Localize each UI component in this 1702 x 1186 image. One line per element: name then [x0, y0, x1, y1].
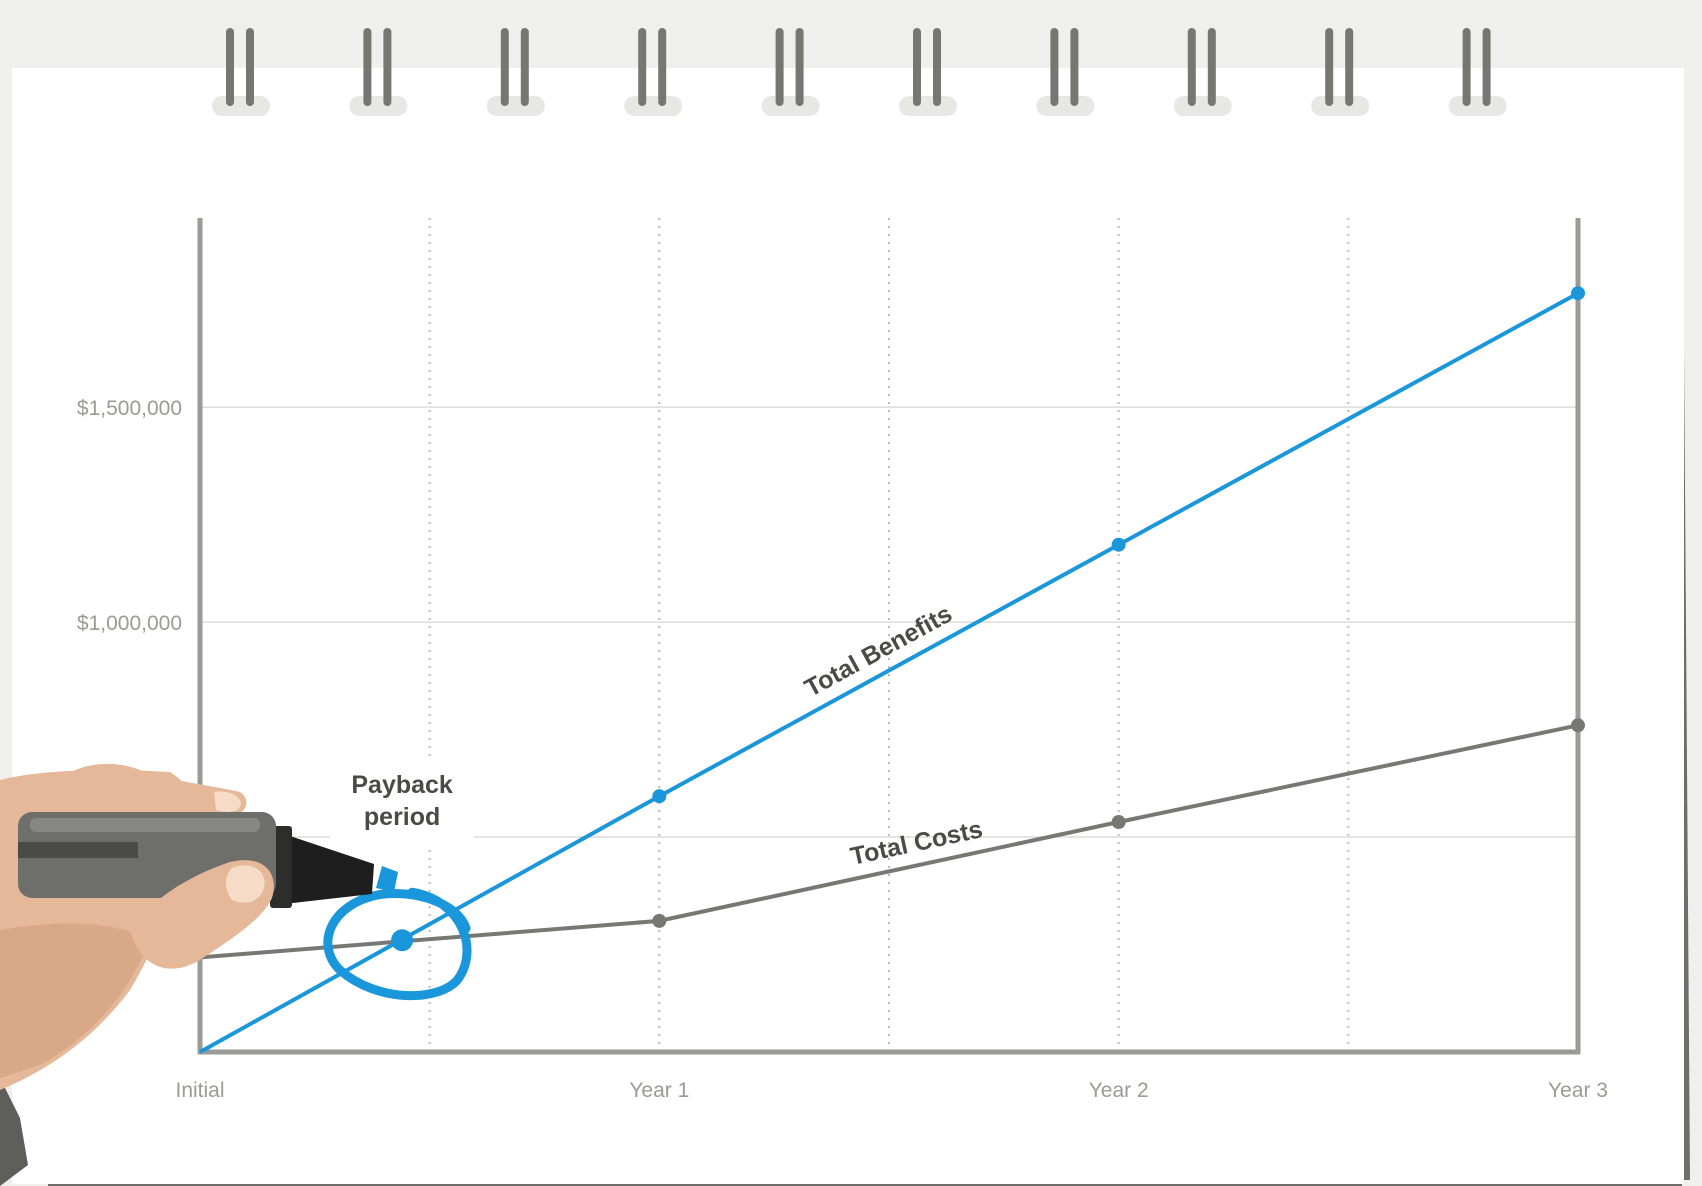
ring-hole	[899, 96, 957, 116]
ring-wire	[1345, 28, 1354, 106]
ring-wire	[1070, 28, 1079, 106]
marker-cone	[284, 834, 374, 904]
data-point	[652, 913, 667, 928]
ring-wire	[1207, 28, 1216, 106]
y-tick-label: $1,500,000	[77, 397, 182, 420]
data-point	[1571, 286, 1585, 301]
x-tick-label: Year 3	[1548, 1079, 1608, 1102]
payback-label-line1: Payback	[351, 771, 453, 799]
sleeve-shape	[0, 1078, 28, 1186]
payback-label-line2: period	[364, 803, 440, 831]
x-tick-label: Year 1	[629, 1079, 689, 1102]
series-line	[199, 723, 1579, 960]
ring-wire	[226, 28, 234, 106]
index-finger-shape	[60, 763, 247, 815]
ring-hole	[349, 96, 408, 116]
data-point	[652, 789, 667, 804]
x-tick-labels: Initial Year 1 Year 2 Year 3	[175, 1079, 1607, 1102]
hand-shadow-shape	[0, 923, 150, 1078]
data-point	[1111, 815, 1126, 830]
ring-wire	[1325, 28, 1334, 106]
ring-wire	[1482, 28, 1491, 106]
ring-wire	[363, 28, 372, 106]
series-line	[199, 291, 1579, 1054]
x-tick-label: Initial	[175, 1079, 224, 1102]
ring-hole	[761, 96, 820, 116]
y-tick-labels: $1,000,000 $1,500,000	[77, 397, 182, 635]
ring-hole	[1311, 96, 1370, 116]
ring-wire	[246, 28, 254, 106]
ring-hole	[624, 96, 683, 116]
ring-hole	[212, 96, 270, 116]
payback-label-background	[330, 760, 475, 845]
data-point	[1111, 537, 1126, 552]
ring-wire	[520, 28, 529, 106]
ring-hole	[1448, 96, 1507, 116]
ring-hole	[486, 96, 545, 116]
ring-wire	[658, 28, 667, 106]
spiral-binding	[212, 28, 1507, 116]
ring-wire	[1187, 28, 1196, 106]
payback-annotation: Payback period	[323, 760, 475, 1001]
data-point	[1571, 718, 1585, 733]
ring-hole	[1173, 96, 1232, 116]
ring-wire	[795, 28, 804, 106]
ring-wire	[638, 28, 647, 106]
ring-wire	[1462, 28, 1471, 106]
ring-wire	[1050, 28, 1059, 106]
payback-point	[391, 929, 414, 952]
marker-stripe	[18, 842, 138, 858]
y-tick-label: $1,000,000	[77, 612, 182, 635]
marker-tip	[376, 866, 398, 892]
notebook-page	[12, 68, 1690, 1186]
payback-marker-circle	[323, 887, 472, 1001]
hand-holding-marker-illustration	[0, 763, 398, 1186]
series-layer	[199, 286, 1585, 1054]
x-tick-label: Year 2	[1089, 1079, 1149, 1102]
ring-wire	[933, 28, 941, 106]
ring-hole	[1036, 96, 1095, 116]
ring-wire	[500, 28, 509, 106]
ring-wire	[383, 28, 392, 106]
thumbnail	[226, 865, 265, 903]
marker-highlight	[30, 818, 260, 832]
chart-grid	[200, 218, 1578, 1052]
ring-wire	[913, 28, 921, 106]
ring-wire	[775, 28, 784, 106]
fingernail-index	[214, 791, 241, 812]
